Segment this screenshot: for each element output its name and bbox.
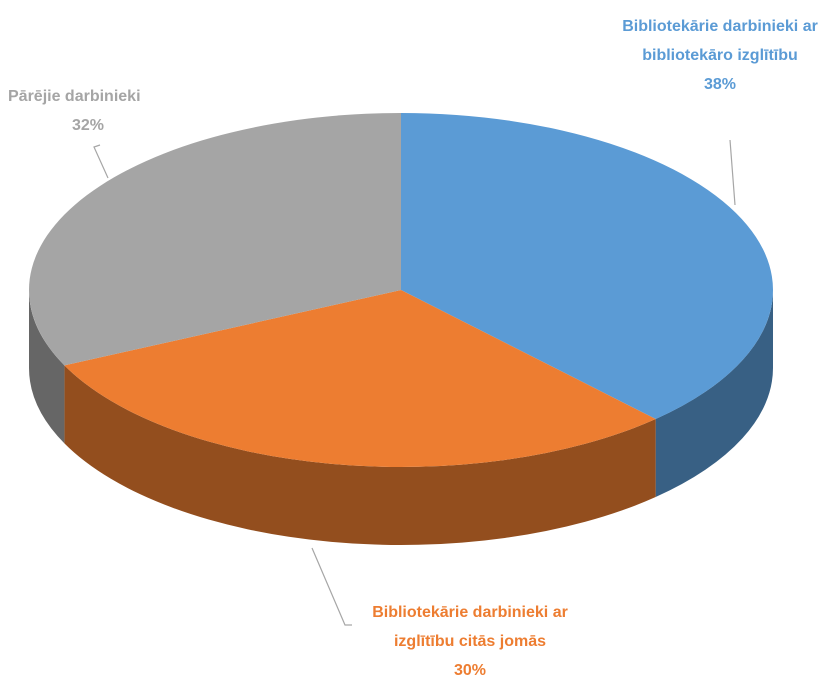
- slice: [28, 113, 402, 366]
- label-value: 30%: [453, 662, 487, 677]
- data-label: Pārējie darbinieki 32%: [8, 82, 188, 140]
- leader-line: [729, 139, 736, 206]
- leader-line: [311, 547, 352, 626]
- slice: [64, 290, 656, 468]
- label-name: Bibliotekārie darbinieki ar izglītību ci…: [372, 604, 568, 650]
- data-label: Bibliotekārie darbinieki ar izglītību ci…: [340, 598, 600, 677]
- slice: [401, 113, 773, 420]
- leader-line: [93, 144, 109, 179]
- slice-side: [64, 365, 656, 545]
- label-value: 38%: [703, 76, 737, 93]
- label-name: Bibliotekārie darbinieki ar bibliotekāro…: [622, 18, 818, 64]
- slice-side: [29, 290, 65, 444]
- label-value: 32%: [72, 117, 105, 134]
- slice-side: [655, 290, 773, 498]
- label-name: Pārējie darbinieki: [8, 88, 141, 105]
- data-label: Bibliotekārie darbinieki ar bibliotekāro…: [605, 12, 827, 99]
